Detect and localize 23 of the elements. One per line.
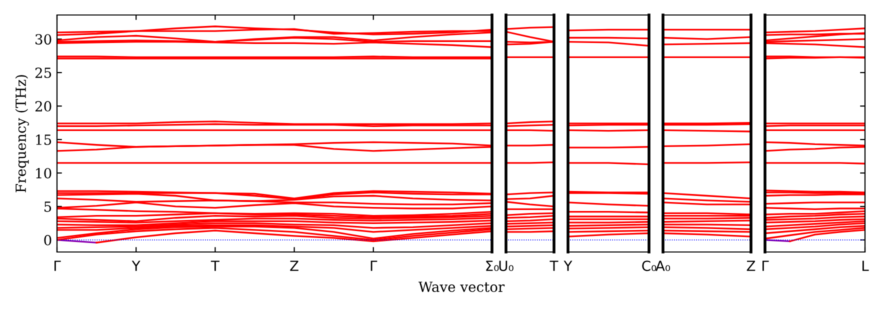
- x-tick-label: T: [550, 260, 558, 271]
- x-tick-label: U₀: [499, 260, 514, 272]
- x-tick-label: Z: [746, 260, 756, 271]
- x-tick-label: Y: [132, 260, 140, 271]
- x-tick-label: Y: [564, 260, 572, 271]
- y-tick-label: 0: [44, 234, 52, 246]
- x-tick-label: T: [210, 260, 220, 271]
- x-tick-label: Z: [290, 260, 298, 271]
- y-tick-label: 30: [36, 34, 52, 45]
- y-tick-label: 20: [35, 101, 52, 112]
- x-tick-label: A₀: [656, 260, 670, 272]
- x-tick-label: Σ₀: [486, 260, 499, 272]
- y-tick-label: 10: [36, 168, 52, 178]
- x-tick-label: C₀: [642, 260, 656, 272]
- x-axis-title: Wave vector: [418, 282, 505, 292]
- x-tick-label: L: [862, 260, 869, 271]
- x-tick-label: Γ: [370, 260, 378, 271]
- x-tick-label: Γ: [54, 260, 61, 271]
- y-tick-label: 15: [36, 134, 52, 145]
- x-tick-label: Γ: [762, 260, 769, 271]
- y-tick-label: 25: [35, 68, 52, 78]
- y-tick-label: 5: [44, 202, 52, 212]
- y-axis-title: Frequency (THz): [15, 75, 29, 192]
